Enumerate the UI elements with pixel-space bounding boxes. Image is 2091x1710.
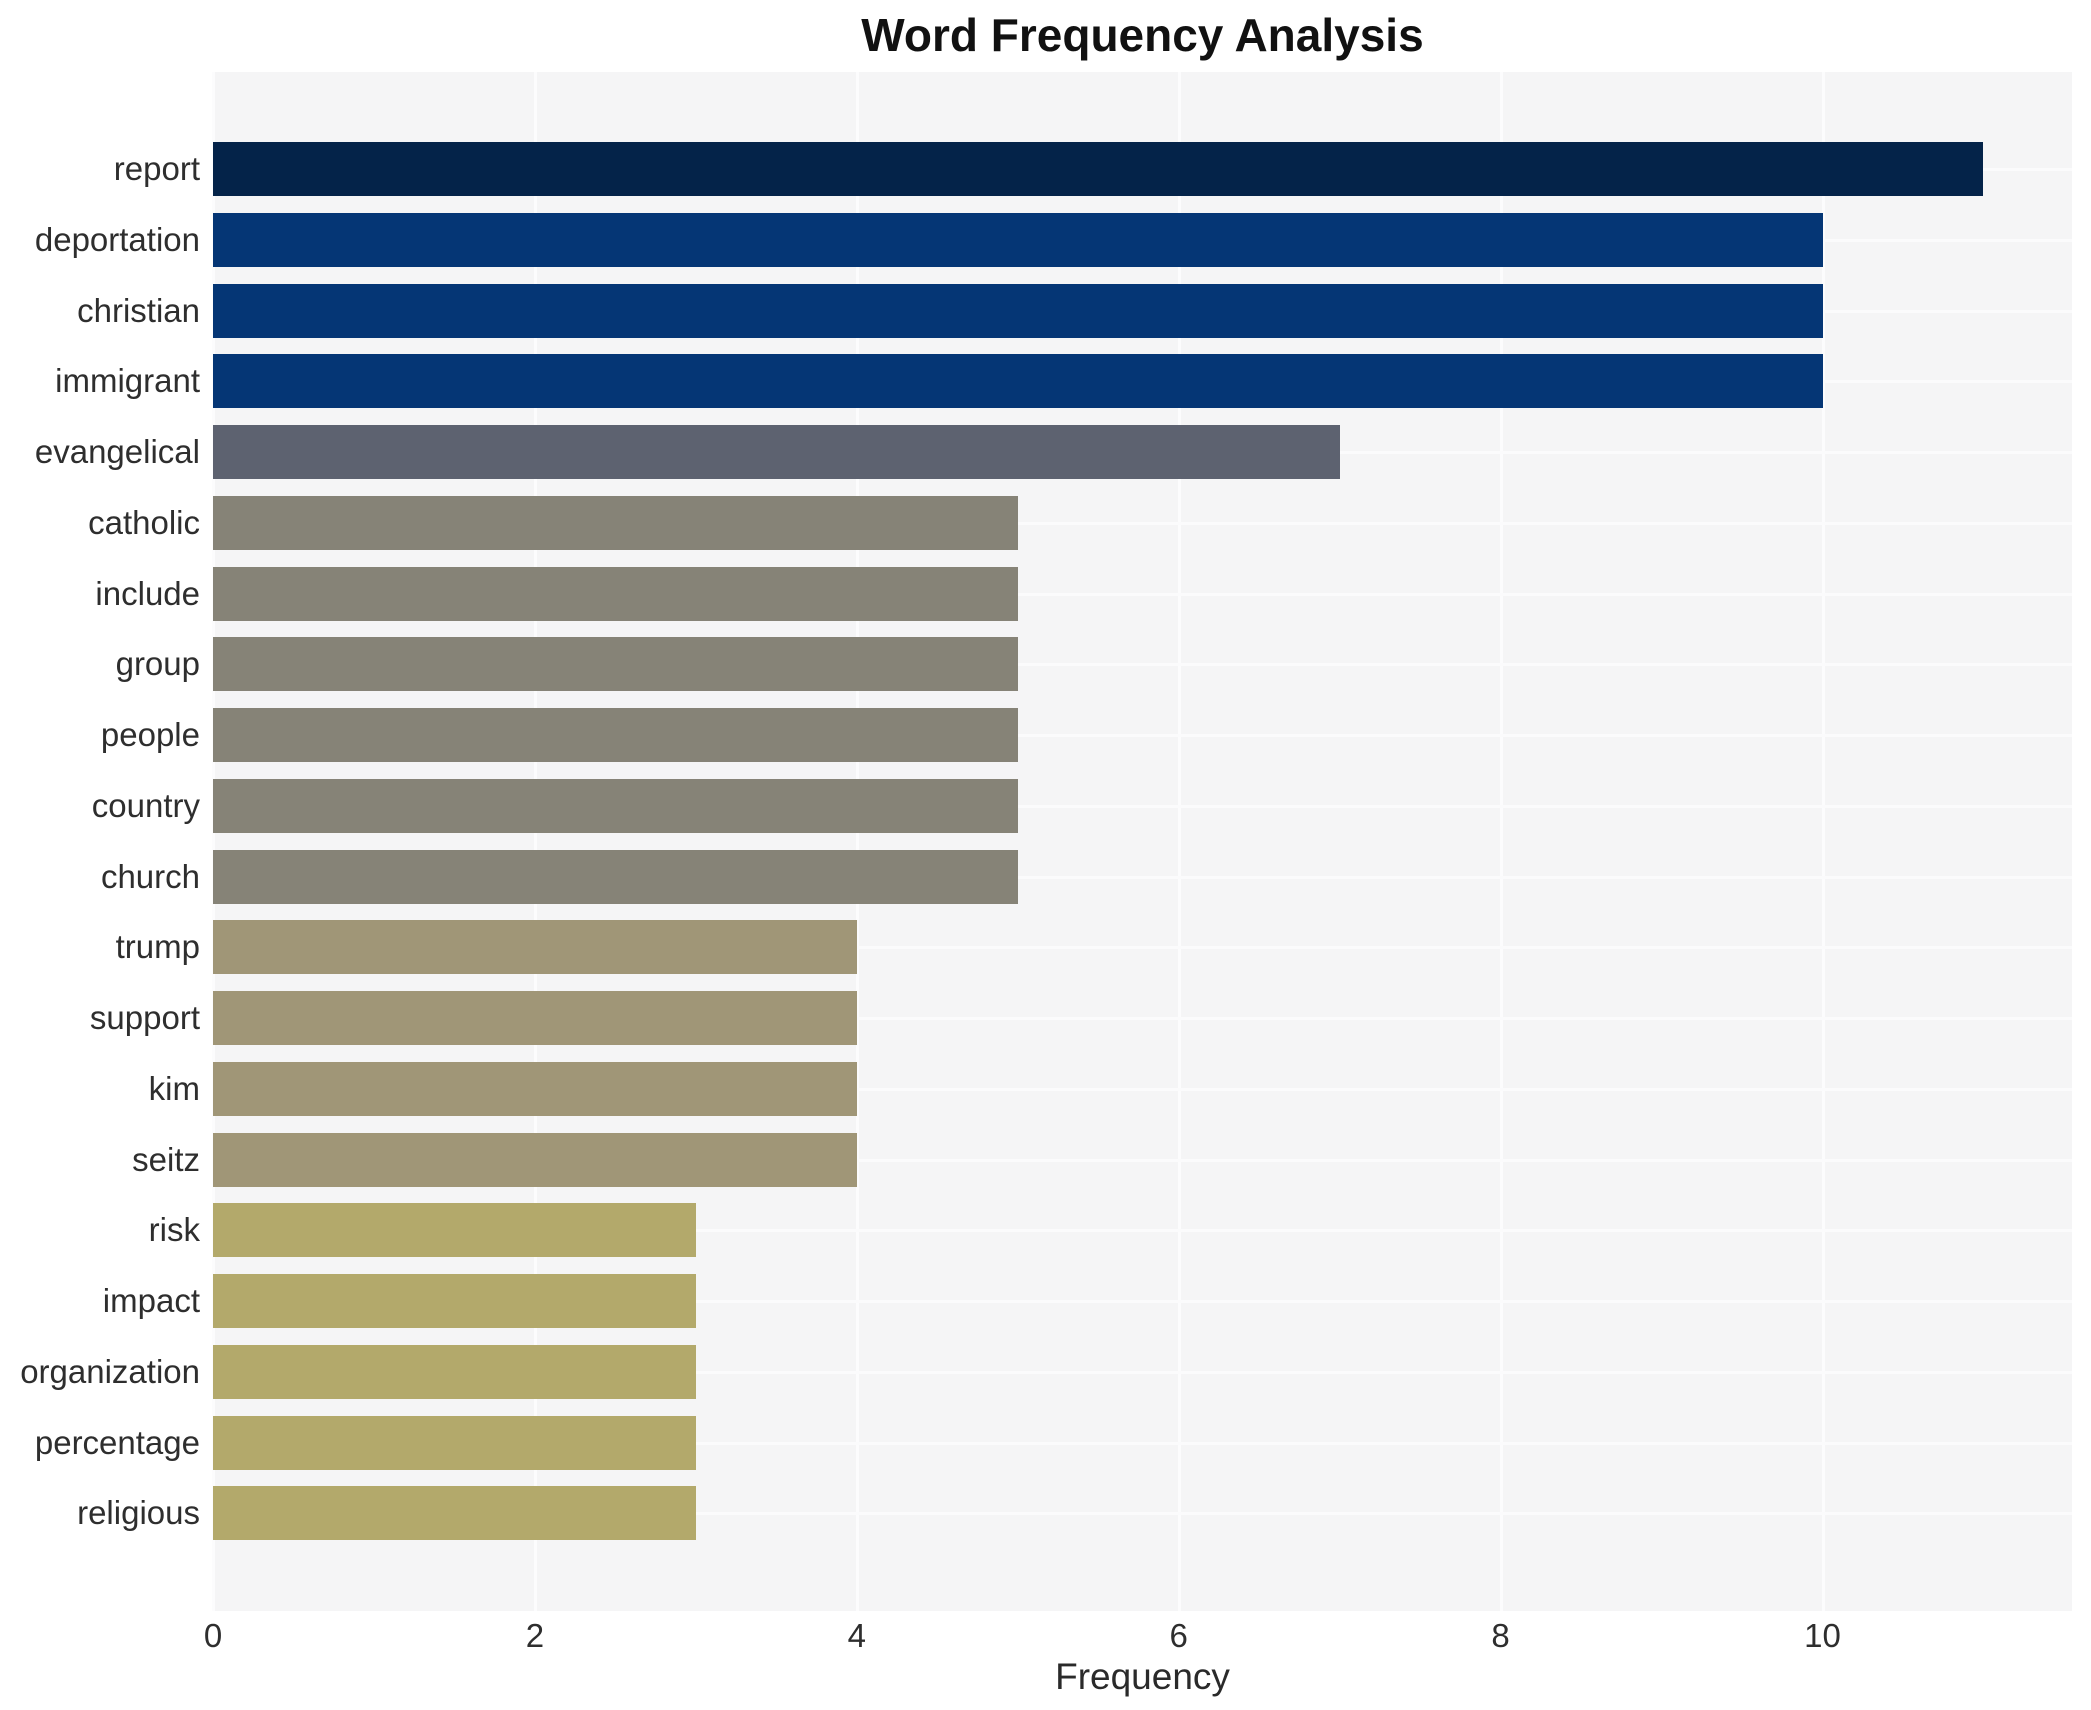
bar-catholic	[213, 495, 1018, 550]
y-tick-label: seitz	[132, 1140, 200, 1178]
x-axis-title: Frequency	[1055, 1656, 1230, 1697]
y-tick-label: percentage	[34, 1423, 200, 1461]
gridline-vertical	[1821, 72, 1825, 1611]
y-tick-label: immigrant	[55, 362, 200, 400]
y-tick-label: catholic	[88, 503, 200, 541]
bar-religious	[213, 1486, 696, 1541]
gridline-horizontal	[213, 1158, 2072, 1162]
gridline-horizontal	[213, 1512, 2072, 1516]
bar-include	[213, 566, 1018, 621]
gridline-vertical	[1499, 72, 1503, 1611]
gridline-horizontal	[213, 734, 2072, 738]
bar-organization	[213, 1344, 696, 1399]
bar-evangelical	[213, 425, 1340, 480]
bar-report	[213, 142, 1984, 196]
y-tick-label: group	[115, 645, 200, 683]
bar-risk	[213, 1203, 696, 1258]
y-tick-label: trump	[115, 928, 200, 966]
x-tick-label: 6	[1169, 1617, 1188, 1654]
bar-country	[213, 778, 1018, 833]
gridline-horizontal	[213, 1087, 2072, 1091]
gridline-horizontal	[213, 1017, 2072, 1021]
y-tick-label: religious	[77, 1494, 200, 1532]
y-tick-label: organization	[20, 1352, 200, 1390]
y-tick-label: impact	[102, 1282, 200, 1320]
y-tick-label: risk	[148, 1211, 200, 1249]
gridline-horizontal	[213, 521, 2072, 525]
bar-support	[213, 991, 857, 1046]
gridline-horizontal	[213, 1370, 2072, 1374]
bar-church	[213, 849, 1018, 904]
bar-immigrant	[213, 354, 1823, 409]
bar-seitz	[213, 1132, 857, 1187]
bar-impact	[213, 1274, 696, 1329]
bar-trump	[213, 920, 857, 975]
bar-christian	[213, 283, 1823, 338]
gridline-horizontal	[213, 875, 2072, 879]
y-tick-label: country	[91, 786, 200, 824]
bar-percentage	[213, 1415, 696, 1470]
bar-group	[213, 637, 1018, 692]
gridline-vertical	[212, 72, 215, 1611]
gridline-horizontal	[213, 804, 2072, 808]
y-tick-label: include	[95, 574, 200, 612]
y-tick-label: deportation	[34, 220, 200, 258]
y-axis-labels: report deportation christian immigrant evang…	[0, 72, 200, 1611]
y-tick-label: people	[100, 716, 200, 754]
gridline-vertical	[1177, 72, 1181, 1611]
x-tick-label: 0	[203, 1617, 223, 1654]
y-tick-label: church	[100, 857, 200, 895]
gridline-horizontal	[213, 946, 2072, 950]
x-tick-label: 4	[847, 1617, 866, 1654]
x-tick-label: 10	[1804, 1617, 1841, 1654]
gridline-horizontal	[213, 592, 2072, 596]
gridline-horizontal	[213, 663, 2072, 667]
plot-area	[212, 72, 2072, 1611]
y-tick-label: report	[113, 150, 200, 187]
y-tick-label: christian	[77, 291, 200, 329]
x-axis-ticks: 0 2 4 6 8 10	[204, 1617, 2072, 1660]
gridline-vertical	[533, 72, 537, 1611]
y-tick-label: kim	[148, 1069, 200, 1107]
chart-title: Word Frequency Analysis	[861, 9, 1424, 61]
x-tick-label: 2	[525, 1617, 545, 1654]
y-tick-label: evangelical	[34, 433, 200, 471]
gridline-vertical	[855, 72, 859, 1611]
bar-deportation	[213, 212, 1823, 267]
x-tick-label: 8	[1491, 1617, 1510, 1654]
y-tick-label: support	[89, 999, 200, 1037]
gridline-horizontal	[213, 1229, 2072, 1233]
gridline-horizontal	[213, 1441, 2072, 1445]
bar-people	[213, 708, 1018, 763]
bar-kim	[213, 1061, 857, 1116]
gridline-horizontal	[213, 1300, 2072, 1304]
